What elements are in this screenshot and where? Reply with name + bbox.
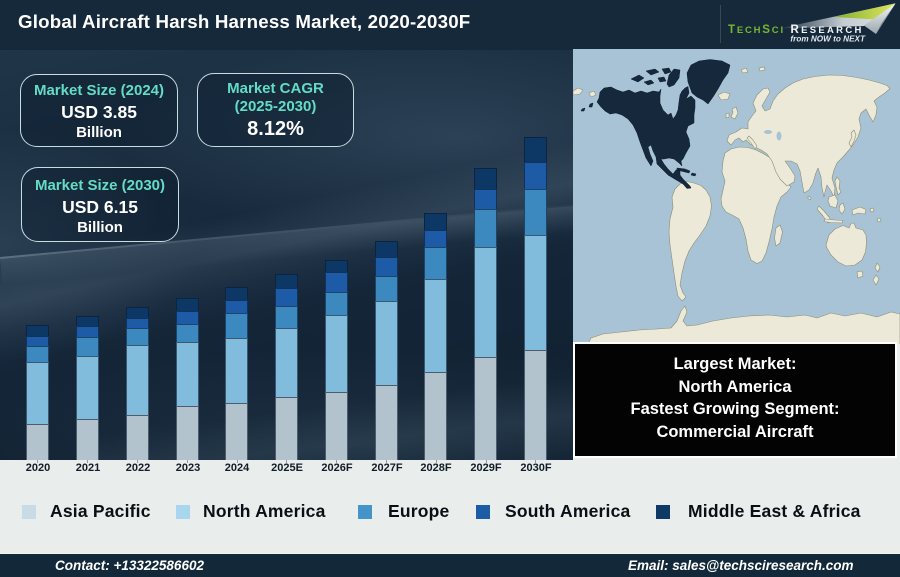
- svg-text:RESEARCH: RESEARCH: [791, 24, 864, 36]
- svg-text:TECHSCI: TECHSCI: [728, 24, 785, 36]
- svg-text:from NOW to NEXT: from NOW to NEXT: [790, 35, 866, 44]
